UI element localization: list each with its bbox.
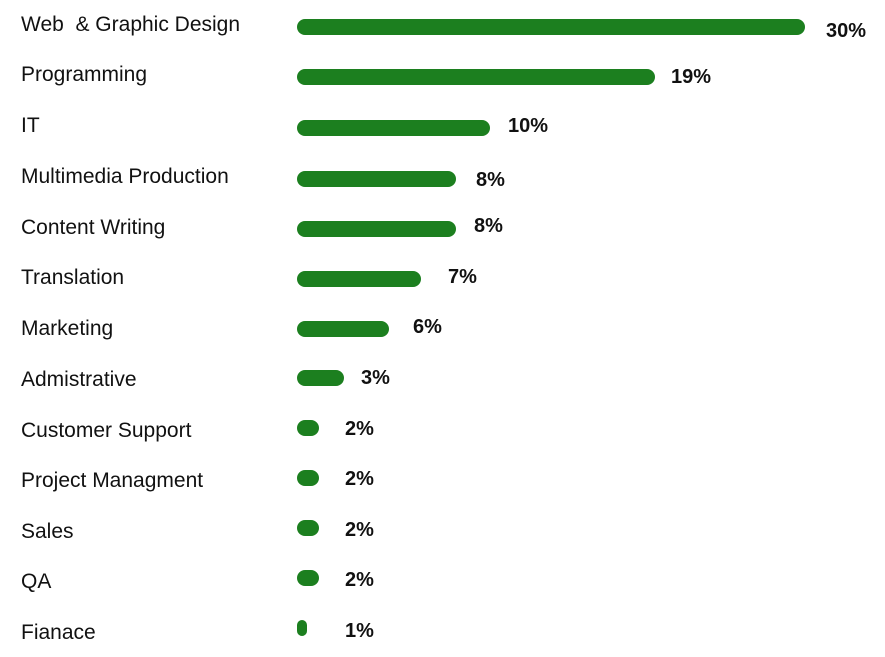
category-label: Programming (21, 63, 148, 86)
value-label: 2% (345, 418, 374, 440)
category-label: Web & Graphic Design (21, 13, 241, 36)
category-label: Sales (21, 520, 74, 543)
chart-row-project-managment: Project Managment 2% (0, 0, 885, 492)
bar (297, 470, 319, 486)
category-label: Admistrative (21, 368, 137, 391)
bar (297, 271, 421, 287)
bar (297, 570, 319, 586)
bar (297, 370, 344, 386)
bar (297, 19, 805, 35)
value-label: 10% (508, 115, 549, 137)
value-label: 8% (476, 169, 505, 191)
bar (297, 321, 389, 337)
category-label: Multimedia Production (21, 165, 229, 188)
bar (297, 221, 456, 237)
chart-row-qa: QA 2% (0, 0, 885, 593)
category-label: Fianace (21, 621, 96, 644)
chart-row-content-writing: Content Writing 8% (0, 0, 885, 239)
chart-row-multimedia-production: Multimedia Production 8% (0, 0, 885, 191)
chart-row-customer-support: Customer Support 2% (0, 0, 885, 442)
value-label: 8% (474, 215, 503, 237)
chart-row-admistrative: Admistrative 3% (0, 0, 885, 391)
category-label: Customer Support (21, 419, 192, 442)
category-label: Project Managment (21, 469, 204, 492)
chart-row-sales: Sales 2% (0, 0, 885, 543)
category-label: IT (21, 114, 40, 137)
bar (297, 620, 307, 636)
bar (297, 420, 319, 436)
value-label: 2% (345, 468, 374, 490)
value-label: 2% (345, 519, 374, 541)
chart-row-marketing: Marketing 6% (0, 0, 885, 340)
bar (297, 120, 490, 136)
value-label: 6% (413, 316, 442, 338)
bar (297, 171, 456, 187)
value-label: 7% (448, 266, 477, 288)
chart-row-programming: Programming 19% (0, 0, 885, 88)
value-label: 30% (826, 20, 867, 42)
value-label: 19% (671, 66, 712, 88)
value-label: 1% (345, 620, 374, 642)
chart-row-it: IT 10% (0, 0, 885, 137)
category-label: Content Writing (21, 216, 166, 239)
bar (297, 520, 319, 536)
category-label: QA (21, 570, 52, 593)
category-label: Translation (21, 266, 125, 289)
chart-row-translation: Translation 7% (0, 0, 885, 289)
chart-row-web-graphic-design: Web & Graphic Design 30% (0, 0, 885, 42)
category-label: Marketing (21, 317, 114, 340)
value-label: 3% (361, 367, 390, 389)
value-label: 2% (345, 569, 374, 591)
bar (297, 69, 655, 85)
